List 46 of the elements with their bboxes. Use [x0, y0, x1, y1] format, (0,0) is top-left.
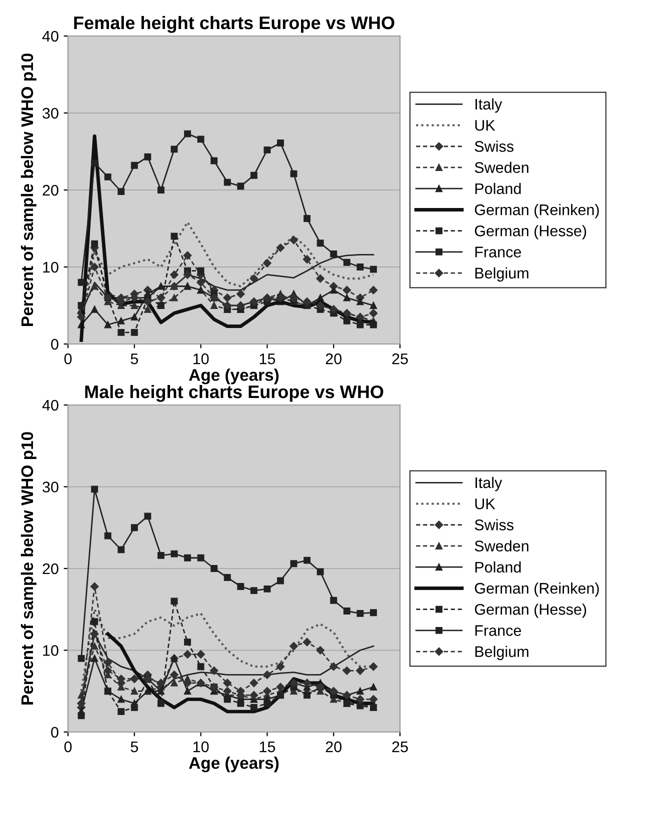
x-axis-title: Age (years) — [189, 368, 279, 384]
legend-label: Italy — [476, 476, 502, 492]
x-tick-label: 15 — [260, 742, 276, 752]
legend-label: German (Hesse) — [474, 225, 586, 240]
y-tick-label: 10 — [43, 645, 58, 656]
y-tick-label: 10 — [43, 262, 58, 273]
legend-label: German (Reinken) — [474, 582, 599, 597]
legend-label: France — [475, 246, 521, 258]
y-tick-label: 40 — [42, 30, 58, 42]
chart-title: Female height charts Europe vs WHO — [74, 16, 394, 33]
legend-label: Swiss — [474, 519, 514, 530]
legend-label: Poland — [475, 561, 521, 573]
x-tick-label: 10 — [193, 741, 209, 752]
chart-title: Male height charts Europe vs WHO — [85, 384, 384, 402]
y-tick-label: 20 — [42, 563, 58, 574]
x-tick-label: 15 — [260, 354, 276, 364]
x-tick-label: 20 — [326, 741, 342, 752]
legend-label: Italy — [476, 98, 502, 113]
legend-label: Swiss — [474, 140, 514, 152]
y-tick-label: 20 — [42, 184, 58, 196]
legend-label: UK — [475, 498, 496, 510]
legend-label: German (Reinken) — [474, 204, 599, 218]
x-tick-label: 0 — [64, 741, 72, 752]
y-axis-title: Percent of sample below WHO p10 — [20, 54, 36, 326]
y-tick-label: 40 — [42, 400, 58, 411]
x-tick-label: 25 — [392, 353, 408, 364]
legend-label: Poland — [475, 182, 521, 194]
y-axis-title: Percent of sample below WHO p10 — [20, 432, 36, 704]
y-tick-label: 0 — [51, 338, 58, 350]
legend-label: UK — [475, 120, 496, 131]
x-tick-label: 5 — [130, 354, 138, 364]
y-tick-label: 0 — [51, 726, 58, 738]
legend-label: Sweden — [474, 540, 528, 552]
legend-label: France — [475, 625, 521, 636]
x-tick-label: 25 — [392, 741, 408, 752]
legend-label: German (Hesse) — [474, 604, 586, 618]
x-tick-label: 0 — [64, 353, 72, 364]
x-axis-title: Age (years) — [189, 756, 279, 772]
y-tick-label: 30 — [42, 108, 58, 119]
x-tick-label: 5 — [130, 742, 138, 752]
x-tick-label: 10 — [193, 353, 209, 364]
legend-label: Belgium — [475, 267, 528, 282]
y-tick-label: 30 — [42, 482, 58, 492]
x-tick-label: 20 — [326, 353, 342, 364]
legend-label: Belgium — [475, 646, 528, 660]
legend-label: Sweden — [474, 162, 528, 173]
